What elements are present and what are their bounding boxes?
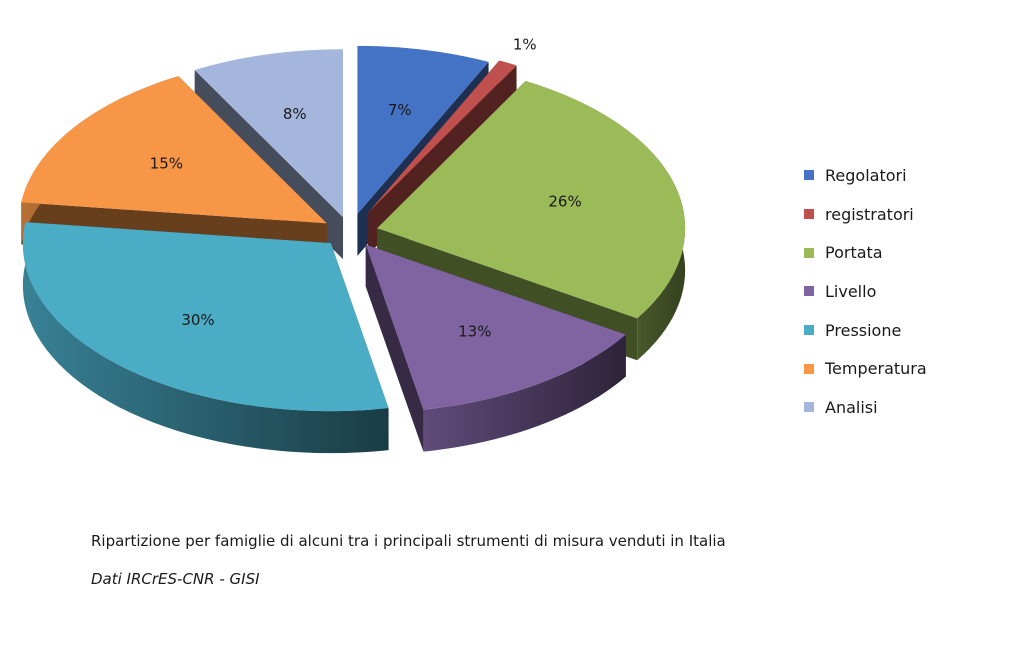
legend-swatch: [804, 402, 814, 413]
pie-slice-livello: [365, 244, 626, 410]
legend-label: Pressione: [825, 320, 902, 340]
pie-slice-pressione: [22, 222, 389, 412]
legend-swatch: [804, 363, 814, 374]
pie-chart-svg: 7% 1% 26% 13% 30% 15% 8%: [21, 35, 686, 454]
chart-legend: Regolatori registratori Portata Livello Pres…: [804, 156, 1004, 427]
legend-label: Regolatori: [825, 165, 907, 185]
pie-slice-label-livello: 13%: [458, 323, 491, 341]
chart-caption: Ripartizione per famiglie di alcuni tra …: [91, 532, 726, 550]
pie-slice-side-pressione: [22, 222, 389, 454]
legend-swatch: [804, 247, 814, 258]
legend-item-analisi: Analisi: [804, 388, 1004, 427]
legend-swatch: [804, 209, 814, 220]
chart-source: Dati IRCrES-CNR - GISI: [91, 570, 260, 588]
pie-slice-regolatori: [357, 45, 489, 214]
pie-slice-wall-livello-1: [365, 244, 424, 452]
legend-label: Portata: [825, 243, 883, 263]
legend-swatch: [804, 286, 814, 297]
legend-item-registratori: registratori: [804, 195, 1004, 234]
legend-swatch: [804, 325, 814, 336]
pie-slice-label-portata: 26%: [548, 192, 581, 210]
legend-item-regolatori: Regolatori: [804, 156, 1004, 195]
pie-slice-label-registratori: 1%: [513, 35, 537, 53]
legend-label: Analisi: [825, 397, 878, 417]
pie-slice-analisi: [194, 49, 344, 218]
pie-slice-label-pressione: 30%: [181, 311, 214, 329]
legend-label: Temperatura: [825, 359, 927, 379]
legend-label: registratori: [825, 204, 914, 224]
legend-item-livello: Livello: [804, 272, 1004, 311]
pie-slice-label-regolatori: 7%: [388, 101, 412, 119]
pie-slice-label-temperatura: 15%: [150, 154, 183, 172]
legend-item-temperatura: Temperatura: [804, 349, 1004, 388]
pie-slice-portata: [377, 80, 686, 319]
pie-slice-side-livello: [423, 334, 626, 452]
pie-slice-label-analisi: 8%: [283, 105, 307, 123]
pie-slice-temperatura: [21, 76, 327, 224]
legend-label: Livello: [825, 281, 877, 301]
pie-slice-registratori: [368, 60, 517, 213]
legend-item-portata: Portata: [804, 233, 1004, 272]
legend-item-pressione: Pressione: [804, 311, 1004, 350]
legend-swatch: [804, 170, 814, 181]
